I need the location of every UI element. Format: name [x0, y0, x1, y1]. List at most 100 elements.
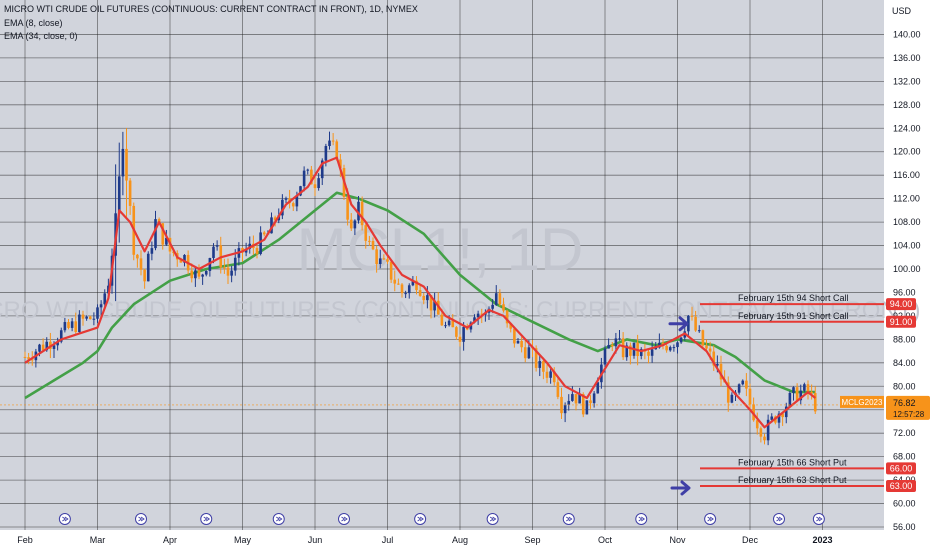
candle-body-up[interactable] — [146, 253, 150, 282]
candle-body-up[interactable] — [697, 330, 701, 332]
candle-body-up[interactable] — [672, 347, 676, 349]
candle-body-up[interactable] — [259, 232, 262, 254]
candle-body-down[interactable] — [143, 269, 146, 282]
candle-body-up[interactable] — [567, 400, 571, 405]
candle-body-down[interactable] — [701, 330, 705, 346]
candle-body-up[interactable] — [96, 307, 99, 319]
candle-body-down[interactable] — [748, 388, 752, 405]
candle-body-up[interactable] — [328, 140, 331, 147]
candle-body-up[interactable] — [603, 348, 607, 365]
candle-body-down[interactable] — [88, 316, 92, 320]
candle-body-down[interactable] — [574, 394, 578, 404]
candle-body-down[interactable] — [23, 356, 27, 358]
candle-body-up[interactable] — [284, 198, 288, 200]
candle-body-up[interactable] — [716, 363, 719, 366]
candle-body-down[interactable] — [629, 345, 632, 356]
candle-body-up[interactable] — [618, 338, 621, 340]
candle-body-down[interactable] — [781, 413, 784, 418]
candle-body-up[interactable] — [63, 322, 67, 331]
candle-body-down[interactable] — [712, 351, 716, 366]
candle-body-down[interactable] — [545, 371, 549, 378]
candle-body-down[interactable] — [291, 203, 295, 207]
candle-body-down[interactable] — [125, 148, 128, 181]
candle-body-up[interactable] — [516, 341, 520, 344]
candle-body-down[interactable] — [418, 290, 422, 296]
candle-body-up[interactable] — [491, 304, 494, 309]
candle-body-up[interactable] — [107, 285, 110, 294]
candle-body-down[interactable] — [360, 201, 364, 226]
candle-body-down[interactable] — [27, 357, 30, 360]
candle-body-up[interactable] — [154, 219, 157, 249]
candle-body-down[interactable] — [708, 348, 712, 352]
candle-body-down[interactable] — [67, 322, 70, 328]
candle-body-down[interactable] — [339, 159, 342, 169]
candle-body-up[interactable] — [777, 413, 781, 423]
candle-body-up[interactable] — [614, 338, 618, 347]
candle-body-down[interactable] — [368, 240, 371, 242]
candle-body-up[interactable] — [78, 314, 81, 333]
candle-body-down[interactable] — [621, 338, 625, 358]
candle-body-down[interactable] — [389, 261, 393, 280]
candle-body-down[interactable] — [190, 270, 194, 279]
candle-body-down[interactable] — [523, 347, 527, 359]
candle-body-up[interactable] — [596, 382, 600, 394]
candle-body-down[interactable] — [223, 267, 226, 269]
candle-body-down[interactable] — [422, 295, 426, 301]
candle-body-down[interactable] — [74, 321, 78, 333]
candle-body-up[interactable] — [563, 404, 567, 414]
candle-body-up[interactable] — [99, 304, 103, 308]
candle-body-down[interactable] — [400, 284, 404, 294]
candle-body-down[interactable] — [331, 140, 335, 142]
candle-body-up[interactable] — [59, 330, 63, 342]
candle-body-down[interactable] — [755, 420, 759, 429]
candle-body-down[interactable] — [81, 314, 85, 319]
candle-body-down[interactable] — [41, 344, 45, 351]
candle-body-down[interactable] — [335, 141, 339, 160]
candle-body-down[interactable] — [397, 283, 400, 285]
candle-body-up[interactable] — [407, 285, 411, 294]
candle-body-up[interactable] — [295, 195, 299, 207]
candle-body-down[interactable] — [498, 293, 502, 305]
candle-body-down[interactable] — [610, 345, 614, 347]
candle-body-up[interactable] — [38, 344, 41, 352]
candle-body-up[interactable] — [165, 237, 168, 245]
candle-body-up[interactable] — [302, 170, 306, 187]
candle-body-up[interactable] — [433, 300, 436, 311]
candle-body-up[interactable] — [244, 248, 248, 253]
candle-body-up[interactable] — [494, 293, 498, 305]
candle-body-up[interactable] — [426, 295, 429, 301]
candle-body-up[interactable] — [215, 245, 219, 247]
candle-body-up[interactable] — [299, 186, 302, 196]
candle-body-down[interactable] — [136, 254, 139, 259]
candle-body-up[interactable] — [212, 246, 215, 259]
candle-body-up[interactable] — [150, 248, 154, 254]
candle-body-down[interactable] — [813, 393, 817, 412]
candle-body-down[interactable] — [665, 345, 668, 351]
candle-body-up[interactable] — [324, 146, 328, 161]
candle-body-up[interactable] — [607, 345, 610, 349]
candle-body-up[interactable] — [121, 148, 125, 177]
candle-body-down[interactable] — [806, 384, 810, 392]
candle-body-up[interactable] — [447, 320, 451, 326]
candle-body-up[interactable] — [650, 349, 654, 356]
candle-body-down[interactable] — [509, 323, 513, 329]
candle-body-down[interactable] — [752, 404, 755, 421]
candle-body-down[interactable] — [310, 169, 313, 185]
candle-body-up[interactable] — [770, 416, 774, 420]
candle-body-up[interactable] — [183, 254, 186, 263]
candle-body-up[interactable] — [676, 342, 679, 348]
candle-body-down[interactable] — [382, 258, 386, 260]
candle-body-up[interactable] — [549, 371, 552, 378]
candle-body-up[interactable] — [571, 394, 574, 401]
candle-body-down[interactable] — [552, 371, 556, 383]
candle-body-down[interactable] — [520, 341, 523, 348]
candle-body-down[interactable] — [581, 394, 585, 415]
candle-body-up[interactable] — [462, 327, 465, 342]
candle-body-up[interactable] — [208, 258, 212, 271]
candle-body-down[interactable] — [458, 336, 462, 342]
candle-body-down[interactable] — [719, 363, 723, 380]
candle-body-down[interactable] — [346, 196, 349, 220]
candle-body-up[interactable] — [353, 220, 357, 229]
candle-body-up[interactable] — [411, 280, 415, 286]
candle-body-up[interactable] — [476, 313, 480, 318]
